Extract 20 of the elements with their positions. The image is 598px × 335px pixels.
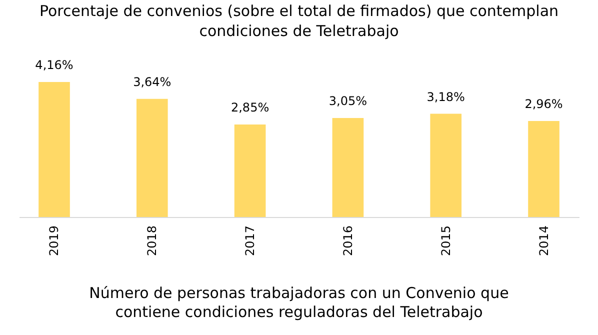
- bar: [430, 114, 462, 217]
- data-label: 3,64%: [133, 74, 172, 89]
- x-tick-label: 2016: [340, 226, 355, 256]
- text: Número de personas trabajadoras con un Convenio que contiene condiciones reguladoras del Teletrabajo: [88, 284, 510, 322]
- bar: [528, 120, 560, 217]
- x-tick-label: 2014: [536, 226, 551, 256]
- data-label: 2,85%: [230, 100, 270, 115]
- x-tick-label: 2018: [145, 226, 160, 256]
- x-tick-label: 2017: [243, 226, 258, 256]
- data-label: 4,16%: [35, 58, 74, 72]
- x-tick-label: 2015: [438, 226, 453, 256]
- x-tick-label: 2019: [47, 226, 62, 256]
- bar: [136, 98, 168, 217]
- data-label: 2,96%: [524, 96, 563, 111]
- data-label: 3,18%: [426, 90, 465, 104]
- data-label: 3,05%: [328, 94, 368, 108]
- bar: [234, 124, 266, 217]
- chart-title: Porcentaje de convenios (sobre el total de firmados) que contemplan condiciones de Teletrabajo: [39, 2, 559, 40]
- bar: [332, 118, 364, 217]
- bar: [38, 82, 70, 217]
